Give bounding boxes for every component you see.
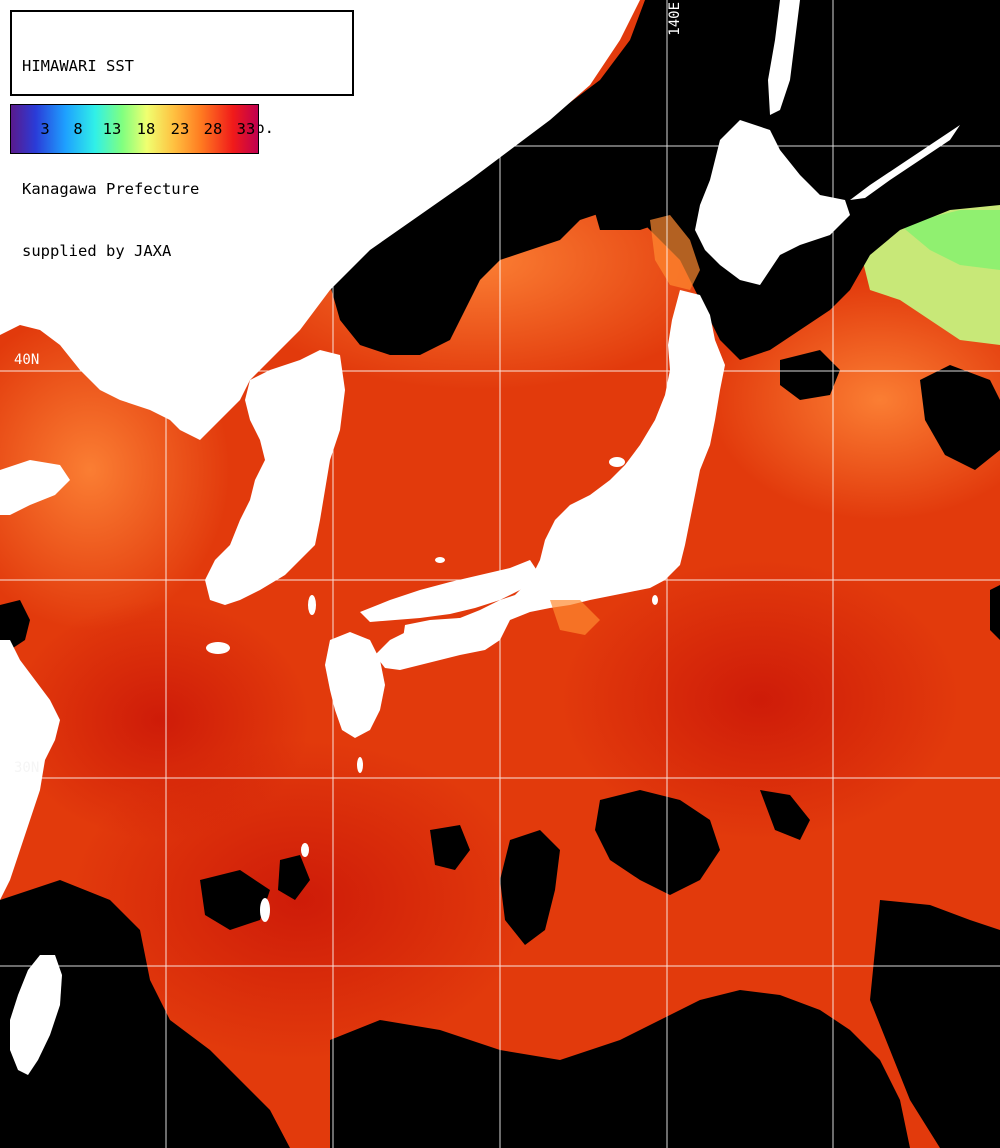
cold-water-core [900, 210, 1000, 270]
land-okinawa [260, 898, 270, 922]
land-tsushima [308, 595, 316, 615]
sea-hot-west [10, 600, 310, 840]
land-izu-1 [652, 595, 658, 605]
land-tanegashima [357, 757, 363, 773]
land-sado [609, 457, 625, 467]
land-korea [205, 350, 345, 605]
legend-label-8: 8 [73, 120, 83, 138]
land-oki [435, 557, 445, 563]
land-taiwan [10, 955, 62, 1075]
land-honshu-west [360, 560, 540, 622]
legend-label-18: 18 [136, 120, 156, 138]
land-kuril [850, 125, 960, 200]
map-info-panel: HIMAWARI SST 2025/08/26 07(UTC) 3H Comp.… [10, 10, 354, 260]
land-shikoku [402, 618, 495, 660]
longitude-label-140e: 140E [667, 2, 683, 36]
map-title: HIMAWARI SST [22, 57, 134, 75]
temperature-legend: 3 8 13 18 23 28 33 [10, 104, 259, 154]
legend-label-33: 33 [236, 120, 256, 138]
legend-label-13: 13 [102, 120, 122, 138]
sea-hot-south [560, 560, 960, 840]
legend-label-28: 28 [203, 120, 223, 138]
legend-label-3: 3 [40, 120, 50, 138]
land-honshu [375, 290, 725, 670]
legend-gradient-bar [11, 105, 258, 153]
land-jeju [206, 642, 230, 654]
land-shandong [0, 460, 70, 515]
latitude-label-30n: 30N [14, 760, 40, 776]
map-region: Kanagawa Prefecture [22, 180, 200, 198]
latitude-label-40n: 40N [14, 352, 40, 368]
land-china-coast [0, 640, 60, 900]
coastal-cool-water [550, 215, 700, 635]
land-sakhalin [768, 0, 800, 115]
land-amami [301, 843, 309, 857]
land-zhoushan [42, 724, 54, 732]
land-kyushu [325, 632, 385, 738]
legend-label-23: 23 [170, 120, 190, 138]
land-hokkaido [695, 120, 850, 285]
map-credit: supplied by JAXA [22, 241, 172, 260]
